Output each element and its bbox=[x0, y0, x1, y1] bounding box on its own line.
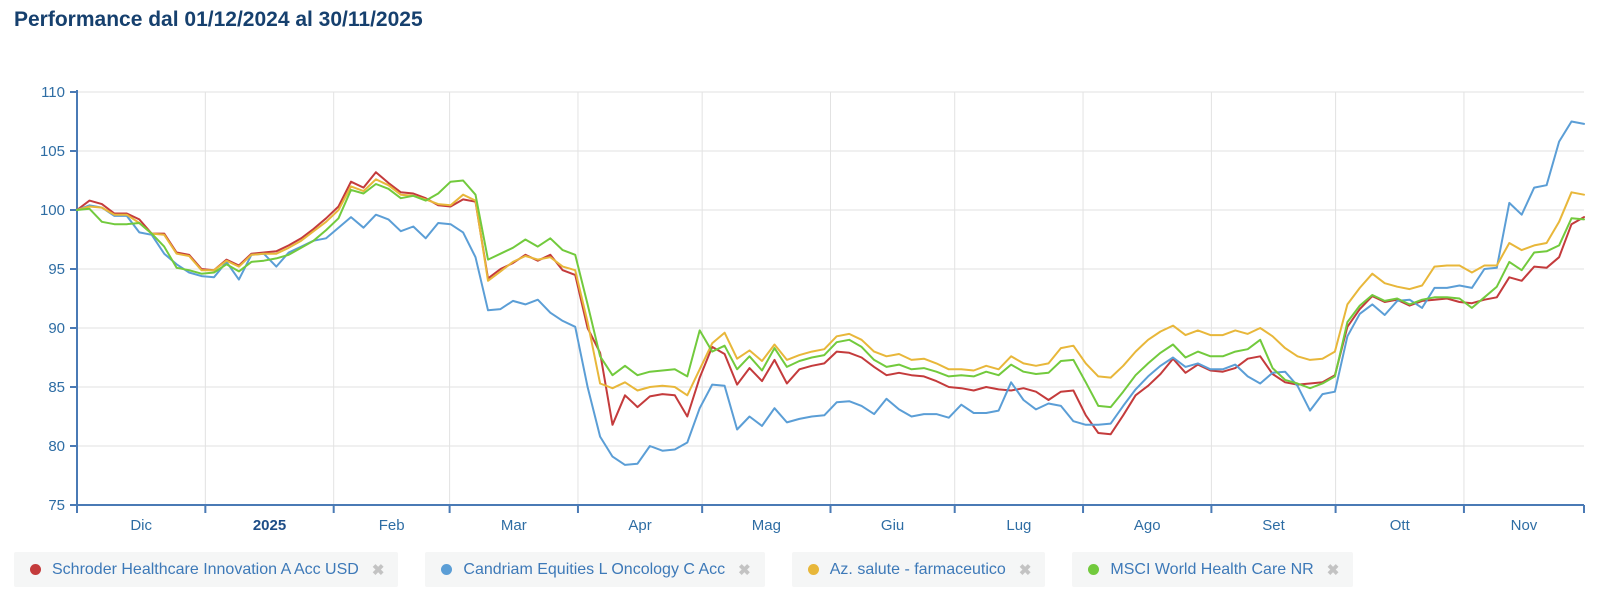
series-color-dot bbox=[1088, 564, 1100, 575]
performance-line-chart: 75 80 85 90 95 100 105 110 Dic 2025 Feb Mar Apr Mag Gi… bbox=[40, 84, 1585, 534]
remove-series-icon[interactable]: ✖ bbox=[738, 561, 751, 579]
series-color-dot bbox=[441, 564, 453, 575]
legend-label: Az. salute - farmaceutico bbox=[829, 560, 1006, 578]
svg-text:Mar: Mar bbox=[501, 517, 527, 534]
legend-label: MSCI World Health Care NR bbox=[1110, 560, 1314, 578]
svg-text:Apr: Apr bbox=[628, 517, 651, 534]
svg-text:Ago: Ago bbox=[1134, 517, 1161, 534]
series-color-dot bbox=[30, 564, 41, 575]
svg-text:75: 75 bbox=[48, 497, 65, 514]
svg-text:Nov: Nov bbox=[1511, 517, 1538, 534]
svg-text:85: 85 bbox=[48, 379, 65, 396]
legend-item-candriam[interactable]: Candriam Equities L Oncology C Acc ✖ bbox=[425, 552, 765, 587]
remove-series-icon[interactable]: ✖ bbox=[371, 561, 385, 579]
svg-text:Set: Set bbox=[1262, 517, 1285, 534]
page-title: Performance dal 01/12/2024 al 30/11/2025 bbox=[14, 8, 423, 31]
svg-text:Ott: Ott bbox=[1390, 517, 1411, 534]
remove-series-icon[interactable]: ✖ bbox=[1326, 561, 1340, 579]
svg-text:80: 80 bbox=[48, 438, 65, 455]
svg-text:Dic: Dic bbox=[130, 517, 152, 534]
legend-item-schroder[interactable]: Schroder Healthcare Innovation A Acc USD… bbox=[14, 552, 399, 587]
series-color-dot bbox=[807, 564, 819, 575]
svg-text:Lug: Lug bbox=[1006, 517, 1031, 534]
svg-text:105: 105 bbox=[40, 143, 65, 160]
svg-text:Feb: Feb bbox=[379, 517, 405, 534]
svg-text:100: 100 bbox=[40, 202, 65, 219]
svg-text:110: 110 bbox=[41, 84, 65, 101]
legend-label: Candriam Equities L Oncology C Acc bbox=[463, 560, 726, 578]
svg-text:Giu: Giu bbox=[881, 517, 904, 534]
remove-series-icon[interactable]: ✖ bbox=[1018, 561, 1032, 579]
svg-text:95: 95 bbox=[48, 261, 65, 278]
svg-text:90: 90 bbox=[48, 320, 65, 337]
svg-text:Mag: Mag bbox=[752, 517, 781, 534]
svg-text:2025: 2025 bbox=[253, 517, 286, 534]
legend-item-az-salute[interactable]: Az. salute - farmaceutico ✖ bbox=[791, 552, 1046, 587]
legend-item-msci[interactable]: MSCI World Health Care NR ✖ bbox=[1072, 552, 1354, 587]
legend-label: Schroder Healthcare Innovation A Acc USD bbox=[52, 560, 359, 578]
chart-legend: Schroder Healthcare Innovation A Acc USD… bbox=[14, 552, 1354, 587]
